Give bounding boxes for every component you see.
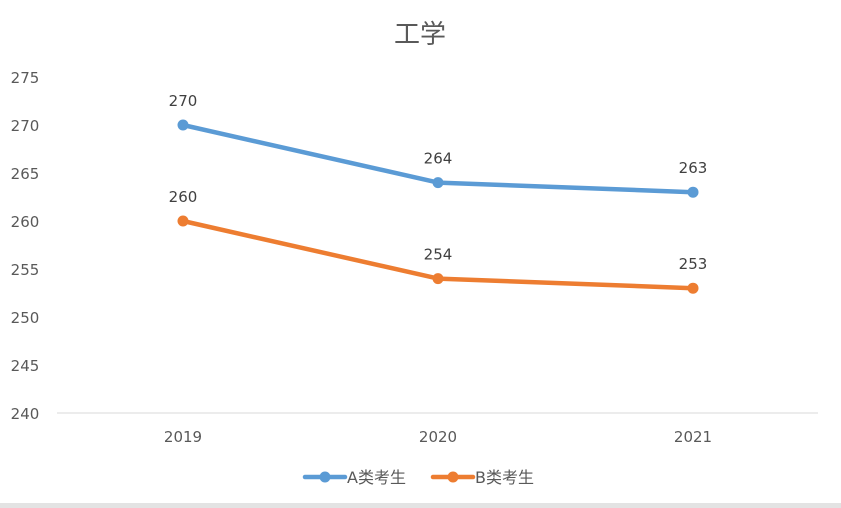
- data-label: 254: [424, 246, 453, 264]
- y-tick-label: 255: [11, 261, 40, 279]
- data-point: [432, 273, 444, 285]
- y-tick-label: 240: [11, 405, 40, 423]
- chart-title: 工学: [394, 20, 446, 50]
- data-label: 260: [169, 188, 198, 206]
- data-point: [177, 119, 189, 131]
- data-point: [432, 177, 444, 189]
- data-label: 264: [424, 150, 453, 168]
- y-tick-label: 260: [11, 213, 40, 231]
- data-point: [687, 282, 699, 294]
- y-tick-label: 270: [11, 117, 40, 135]
- y-tick-label: 275: [11, 69, 40, 87]
- data-point: [177, 215, 189, 227]
- y-tick-label: 265: [11, 165, 40, 183]
- x-tick-label: 2019: [164, 428, 202, 446]
- legend-label: B类考生: [475, 468, 534, 487]
- y-tick-label: 245: [11, 357, 40, 375]
- data-label: 270: [169, 92, 198, 110]
- sheet-row-strip: [0, 503, 841, 508]
- y-tick-label: 250: [11, 309, 40, 327]
- data-label: 263: [679, 159, 708, 177]
- x-tick-label: 2020: [419, 428, 457, 446]
- data-point: [687, 186, 699, 198]
- data-label: 253: [679, 255, 708, 273]
- legend-label: A类考生: [347, 468, 406, 487]
- legend-marker: [447, 471, 459, 483]
- x-tick-label: 2021: [674, 428, 712, 446]
- legend-marker: [319, 471, 331, 483]
